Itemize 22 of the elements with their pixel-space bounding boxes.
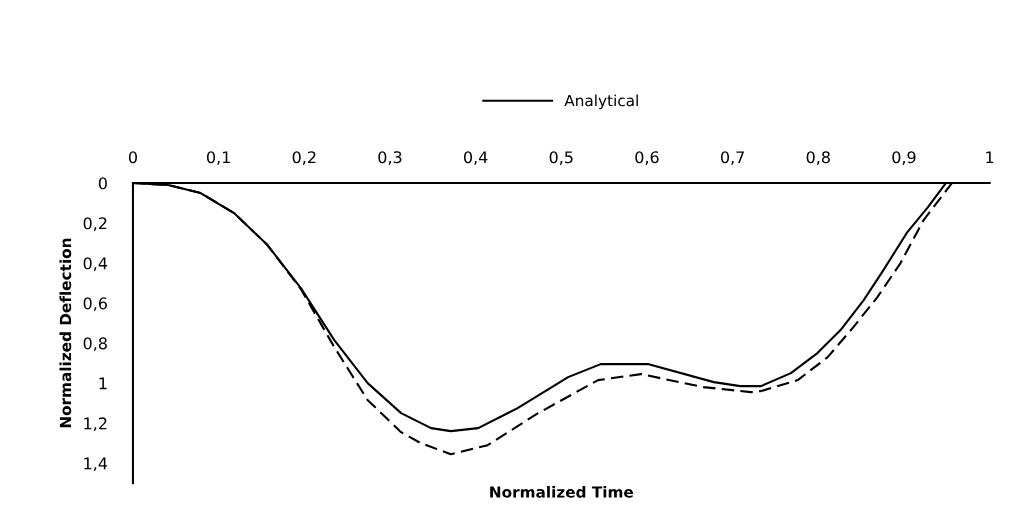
x-axis-title: Normalized Time — [490, 485, 634, 498]
y-tick-label: 0 — [98, 177, 107, 190]
y-tick-label: 1 — [99, 377, 107, 390]
y-axis-title: Normalized Deflection — [59, 238, 72, 428]
x-tick-label: 1 — [986, 151, 994, 164]
y-tick-label: 0,4 — [83, 257, 108, 271]
x-tick-label: 0,6 — [635, 151, 659, 165]
x-tick-label: 0,3 — [378, 151, 402, 165]
x-tick-label: 0,4 — [463, 151, 488, 165]
y-tick-label: 0,8 — [83, 337, 107, 352]
legend-label: Analytical — [564, 94, 638, 110]
x-tick-label: 0,7 — [720, 151, 744, 165]
x-tick-label: 0 — [128, 151, 137, 164]
x-tick-label: 0,5 — [549, 151, 573, 165]
x-tick-label: 0,1 — [206, 151, 230, 165]
y-tick-label: 0,2 — [83, 217, 107, 231]
y-tick-label: 1,2 — [84, 417, 107, 432]
y-tick-label: 0,6 — [83, 297, 107, 312]
x-tick-label: 0,9 — [892, 151, 916, 165]
x-tick-label: 0,2 — [292, 151, 316, 165]
x-tick-label: 0,8 — [806, 151, 830, 165]
y-tick-label: 1,4 — [84, 457, 108, 472]
